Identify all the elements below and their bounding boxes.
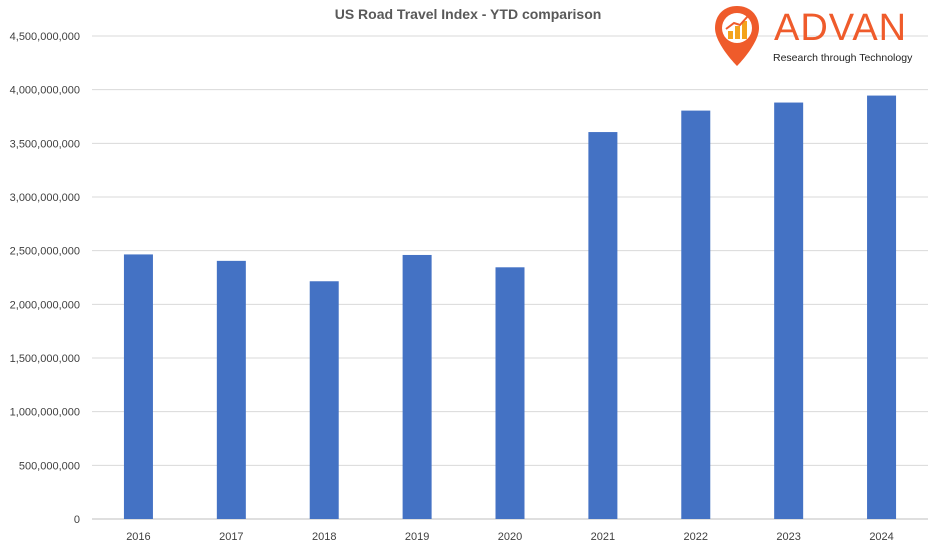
x-tick-label: 2020: [498, 531, 522, 543]
bar-2023: [774, 102, 804, 520]
chart-title: US Road Travel Index - YTD comparison: [335, 6, 602, 22]
advan-logo: ADVAN Research through Technology: [712, 4, 927, 68]
x-tick-label: 2023: [776, 531, 800, 543]
y-tick-label: 1,500,000,000: [10, 353, 80, 365]
y-tick-label: 2,500,000,000: [10, 246, 80, 258]
x-tick-label: 2022: [684, 531, 708, 543]
x-tick-label: 2017: [219, 531, 243, 543]
y-tick-label: 1,000,000,000: [10, 407, 80, 419]
logo-tagline: Research through Technology: [773, 52, 913, 64]
x-tick-label: 2024: [869, 531, 893, 543]
bar-2019: [402, 254, 432, 519]
x-tick-label: 2016: [126, 531, 150, 543]
y-tick-label: 0: [74, 514, 80, 526]
bar-2022: [681, 110, 711, 519]
bar-2024: [867, 95, 897, 519]
bar-2017: [216, 260, 246, 519]
bar-2021: [588, 132, 618, 519]
y-tick-label: 3,500,000,000: [10, 138, 80, 150]
y-tick-label: 2,000,000,000: [10, 299, 80, 311]
y-tick-label: 500,000,000: [19, 460, 80, 472]
x-tick-label: 2021: [591, 531, 615, 543]
x-tick-label: 2019: [405, 531, 429, 543]
bar-2020: [495, 267, 525, 519]
bars: [123, 95, 897, 520]
y-axis-ticks: 0 500,000,000 1,000,000,000 1,500,000,000 2,…: [10, 31, 80, 526]
bar-2018: [309, 281, 339, 519]
y-tick-label: 4,000,000,000: [10, 85, 80, 97]
x-axis-ticks: 2016 2017 2018 2019 2020 2021 2022 2023 2024: [126, 531, 894, 543]
map-pin-chart-icon: [715, 6, 759, 66]
logo-wordmark: ADVAN: [774, 7, 908, 49]
x-tick-label: 2018: [312, 531, 336, 543]
y-tick-label: 3,000,000,000: [10, 192, 80, 204]
bar-2016: [123, 254, 153, 519]
y-tick-label: 4,500,000,000: [10, 31, 80, 43]
